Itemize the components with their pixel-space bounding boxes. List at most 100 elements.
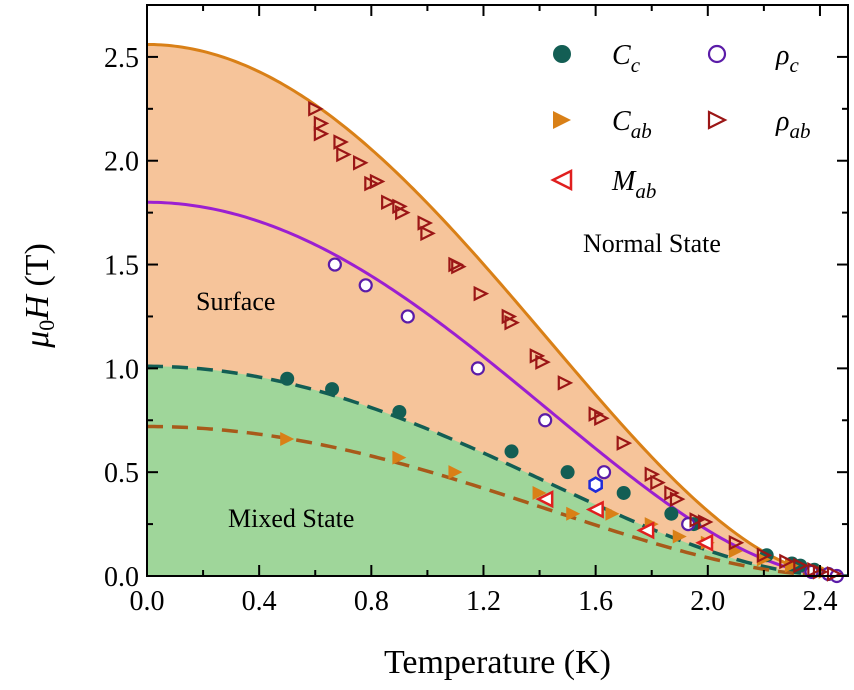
point-rho-ab bbox=[669, 491, 686, 507]
legend-marker-m-ab bbox=[550, 168, 573, 192]
point-c-ab bbox=[566, 506, 581, 521]
mixed-state-region bbox=[147, 366, 848, 576]
curve-C-ab-fit bbox=[147, 424, 848, 576]
point-c-ab bbox=[392, 450, 407, 465]
x-tick-label: 2.0 bbox=[690, 586, 725, 617]
x-tick-label: 0.8 bbox=[354, 586, 389, 617]
series-m-ab bbox=[535, 490, 714, 552]
x-axis-title: Temperature (K) bbox=[384, 644, 611, 681]
legend-label-subscript: ab bbox=[789, 119, 810, 143]
point-rho-c bbox=[470, 361, 485, 376]
point-rho-ab bbox=[417, 215, 434, 231]
legend-label-rho-ab: ρab bbox=[775, 106, 810, 143]
y-tick-label: 0.5 bbox=[104, 458, 139, 489]
curve-C-c-fit bbox=[147, 364, 848, 576]
y-axis-title-unit: (T) bbox=[19, 243, 56, 295]
point-rho-c bbox=[327, 257, 342, 272]
legend-label-subscript: c bbox=[789, 53, 799, 77]
point-rho-ab bbox=[697, 514, 714, 530]
point-c-c bbox=[616, 485, 631, 500]
point-rho-ab bbox=[535, 354, 551, 370]
point-c-c bbox=[392, 404, 407, 419]
legend-marker-rho-c bbox=[707, 44, 727, 64]
point-rho-ab bbox=[473, 285, 490, 302]
point-c-c bbox=[664, 506, 679, 521]
legend-label-symbol: ρ bbox=[775, 40, 789, 71]
y-tick-label: 1.0 bbox=[104, 354, 139, 385]
legend-label-rho-c: ρc bbox=[775, 40, 799, 77]
x-tick-label: 0.0 bbox=[130, 586, 165, 617]
point-c-c bbox=[504, 444, 519, 459]
legend-label-subscript: c bbox=[631, 53, 641, 77]
legend-marker-c-ab bbox=[553, 111, 571, 129]
legend-label-c-ab: Cab bbox=[612, 106, 652, 143]
point-m-ab bbox=[535, 490, 554, 509]
point-rho-c bbox=[400, 309, 415, 324]
y-axis-title-subscript: 0 bbox=[34, 320, 59, 331]
point-rho-ab bbox=[420, 225, 436, 242]
point-rho-ab bbox=[395, 204, 411, 221]
point-rho-ab bbox=[689, 512, 706, 528]
point-rho-ab bbox=[451, 258, 467, 275]
region-label-normal-state: Normal State bbox=[583, 229, 721, 258]
point-rho-ab bbox=[336, 146, 352, 163]
point-rho-ab bbox=[779, 553, 795, 570]
point-c-ab bbox=[280, 431, 295, 446]
axis-ticks: 0.0 0.4 0.8 1.2 1.6 2.0 2.4 0.0 0.5 1.0 1.5 2.0 2.5 bbox=[104, 5, 848, 617]
point-extra bbox=[588, 476, 603, 494]
y-tick-label: 0.0 bbox=[104, 562, 139, 593]
point-c-ab bbox=[448, 465, 463, 480]
y-tick-label: 2.0 bbox=[104, 147, 139, 178]
point-rho-ab bbox=[504, 314, 520, 331]
point-c-ab bbox=[672, 529, 687, 544]
x-tick-label: 2.4 bbox=[802, 586, 837, 617]
y-axis-title-mu: μ bbox=[19, 331, 56, 349]
y-axis-title: μ0H (T) bbox=[19, 243, 59, 349]
point-c-c bbox=[280, 371, 295, 386]
legend-label-symbol: ρ bbox=[775, 106, 789, 137]
point-rho-ab bbox=[728, 534, 745, 551]
point-c-c bbox=[793, 558, 808, 573]
legend-label-c-c: Cc bbox=[612, 40, 641, 77]
point-rho-ab bbox=[793, 557, 809, 574]
point-rho-ab bbox=[650, 474, 666, 491]
x-tick-label: 0.4 bbox=[242, 586, 277, 617]
point-m-ab bbox=[585, 500, 604, 519]
series-extra bbox=[588, 476, 603, 494]
y-tick-label: 2.5 bbox=[104, 43, 139, 74]
curve-rho-c-fit bbox=[147, 200, 848, 576]
point-c-ab bbox=[784, 558, 799, 573]
point-rho-ab bbox=[756, 547, 773, 564]
legend-marker-rho-ab bbox=[707, 110, 728, 130]
point-c-ab bbox=[605, 506, 620, 521]
region-label-surface: Surface bbox=[196, 287, 275, 316]
point-rho-ab bbox=[308, 101, 324, 117]
legend-label-m-ab: Mab bbox=[611, 166, 656, 203]
legend-item-c-ab: Cab bbox=[553, 106, 652, 143]
point-m-ab bbox=[695, 533, 714, 552]
point-rho-ab bbox=[333, 134, 349, 150]
x-tick-label: 1.2 bbox=[466, 586, 501, 617]
legend-item-rho-ab: ρab bbox=[707, 106, 810, 143]
point-rho-ab bbox=[616, 435, 633, 451]
legend-label-symbol: C bbox=[612, 40, 631, 71]
point-rho-c bbox=[358, 278, 373, 293]
point-c-ab bbox=[532, 485, 547, 500]
point-rho-c bbox=[538, 413, 553, 428]
x-tick-label: 1.6 bbox=[578, 586, 613, 617]
point-c-c bbox=[325, 382, 340, 397]
legend-item-c-c: Cc bbox=[553, 40, 641, 77]
region-label-mixed-state: Mixed State bbox=[228, 504, 354, 533]
legend-label-symbol: C bbox=[612, 106, 631, 137]
point-rho-ab bbox=[594, 410, 610, 426]
series-rho-ab bbox=[308, 101, 843, 582]
legend-marker-c-c bbox=[553, 45, 571, 63]
y-axis-title-h: H bbox=[19, 293, 56, 321]
point-rho-ab bbox=[557, 375, 574, 391]
legend-label-subscript: ab bbox=[635, 179, 656, 203]
legend-item-rho-c: ρc bbox=[707, 40, 799, 77]
y-tick-label: 1.5 bbox=[104, 251, 139, 282]
curve-rho-ab-fit bbox=[147, 42, 848, 576]
